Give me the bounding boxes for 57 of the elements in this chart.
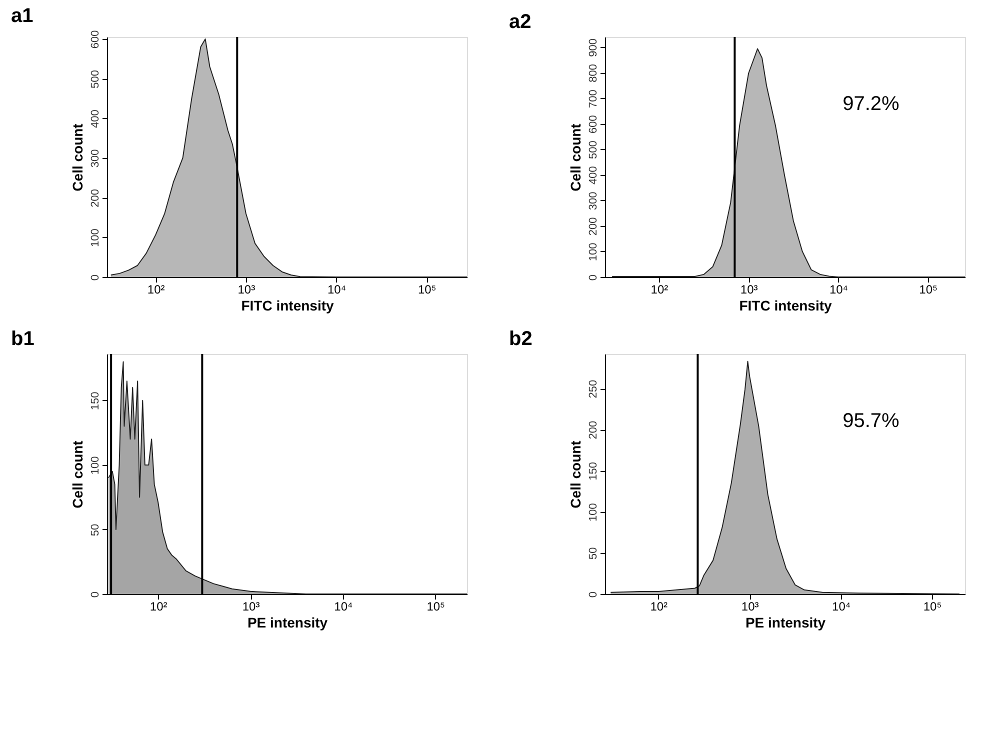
y-tick-label: 0 [588, 591, 600, 598]
x-tick-label: 10⁵ [418, 282, 436, 296]
y-tick-label: 0 [90, 591, 102, 598]
y-tick-label: 250 [588, 380, 600, 398]
x-tick-label: 10³ [740, 282, 758, 296]
y-axis-title: Cell count [70, 440, 86, 508]
y-tick-label: 100 [90, 228, 102, 248]
x-tick-label: 10⁴ [829, 282, 848, 296]
x-axis-title: PE intensity [745, 614, 826, 630]
x-axis-title: FITC intensity [241, 298, 334, 314]
x-tick-label: 10³ [741, 600, 759, 614]
x-tick-label: 10³ [238, 282, 256, 296]
y-tick-label: 300 [90, 149, 102, 168]
x-tick-label: 10² [150, 600, 168, 614]
y-tick-label: 150 [588, 462, 600, 480]
annotation: 95.7% [842, 410, 900, 432]
y-tick-label: 500 [90, 70, 102, 88]
y-tick-label: 500 [588, 140, 600, 160]
annotation: 97.2% [842, 93, 900, 116]
x-tick-label: 10² [650, 282, 668, 296]
x-tick-label: 10⁴ [832, 600, 851, 614]
x-axis-title: PE intensity [247, 614, 328, 630]
y-tick-label: 700 [588, 90, 600, 108]
x-tick-label: 10² [147, 282, 165, 296]
y-tick-label: 0 [588, 274, 600, 281]
x-tick-label: 10² [650, 600, 668, 614]
y-tick-label: 100 [588, 503, 600, 522]
x-axis-title: FITC intensity [739, 298, 832, 314]
y-axis-title: Cell count [568, 440, 584, 508]
chart-title: b1 [11, 328, 34, 350]
y-tick-label: 800 [588, 64, 600, 82]
y-axis-title: Cell count [568, 123, 584, 192]
y-tick-label: 600 [588, 115, 600, 134]
chart-title: a2 [509, 11, 532, 33]
y-tick-label: 600 [90, 30, 102, 49]
y-tick-label: 400 [90, 110, 102, 128]
y-tick-label: 100 [588, 242, 600, 262]
y-tick-label: 200 [90, 188, 102, 208]
x-tick-label: 10⁴ [334, 600, 353, 614]
y-tick-label: 150 [90, 392, 102, 410]
y-tick-label: 300 [588, 192, 600, 210]
x-tick-label: 10⁵ [426, 600, 446, 614]
chart-title: b2 [509, 328, 532, 350]
y-axis-title: Cell count [70, 123, 86, 192]
y-tick-label: 50 [588, 547, 600, 560]
y-tick-label: 50 [90, 524, 102, 536]
chart-title: a1 [11, 4, 34, 27]
y-tick-label: 200 [588, 420, 600, 440]
x-tick-label: 10⁴ [328, 282, 346, 296]
x-tick-label: 10³ [242, 600, 260, 614]
y-tick-label: 900 [588, 38, 600, 57]
y-tick-label: 0 [90, 274, 102, 281]
y-tick-label: 100 [90, 456, 102, 475]
x-tick-label: 10⁵ [919, 282, 938, 296]
y-tick-label: 200 [588, 217, 600, 236]
y-tick-label: 400 [588, 166, 600, 185]
x-tick-label: 10⁵ [923, 600, 942, 614]
